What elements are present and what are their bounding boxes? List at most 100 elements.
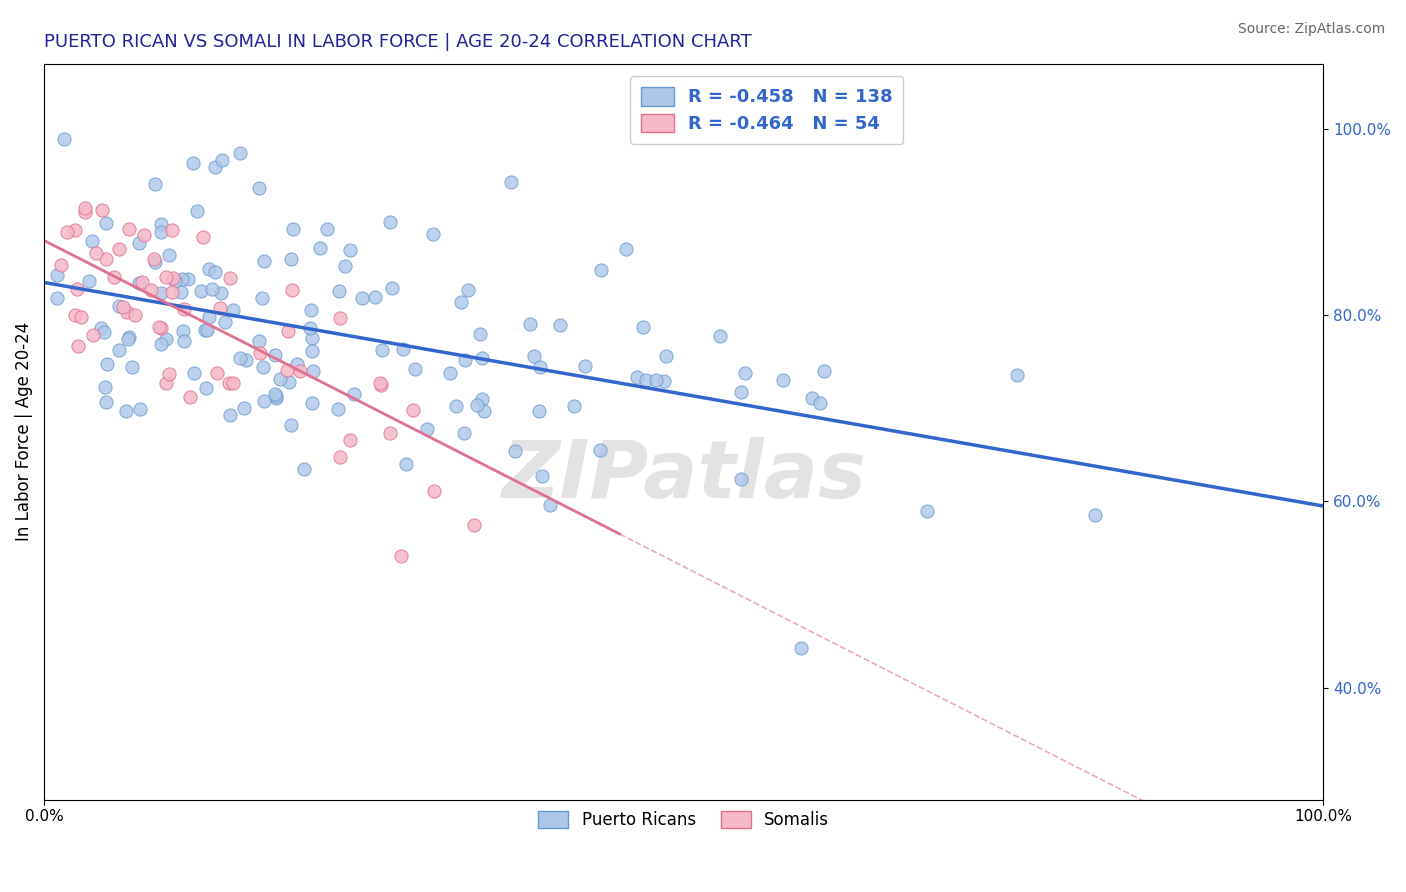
Point — [439, 366, 461, 380]
Point — [145, 255, 167, 269]
Legend: Puerto Ricans, Somalis: Puerto Ricans, Somalis — [531, 804, 835, 835]
Point — [232, 401, 254, 415]
Point — [82, 327, 104, 342]
Point — [329, 450, 352, 465]
Point — [66, 338, 89, 352]
Point — [157, 367, 180, 381]
Point — [499, 175, 522, 189]
Point — [118, 330, 141, 344]
Point — [129, 402, 152, 417]
Text: ZIPatlas: ZIPatlas — [501, 437, 866, 515]
Point — [562, 399, 585, 413]
Point — [219, 271, 242, 285]
Point — [93, 325, 115, 339]
Point — [1084, 508, 1107, 523]
Point — [288, 364, 311, 378]
Point — [457, 283, 479, 297]
Point — [264, 391, 287, 405]
Point — [253, 394, 276, 409]
Point — [77, 274, 100, 288]
Point — [574, 359, 596, 373]
Point — [179, 390, 201, 404]
Point — [363, 290, 385, 304]
Point — [380, 426, 402, 441]
Point — [343, 387, 366, 401]
Point — [381, 281, 404, 295]
Point — [204, 161, 226, 175]
Point — [190, 284, 212, 298]
Point — [84, 246, 107, 260]
Point — [128, 235, 150, 250]
Point — [141, 283, 163, 297]
Point — [96, 357, 118, 371]
Text: PUERTO RICAN VS SOMALI IN LABOR FORCE | AGE 20-24 CORRELATION CHART: PUERTO RICAN VS SOMALI IN LABOR FORCE | … — [44, 33, 752, 51]
Point — [155, 270, 177, 285]
Point — [128, 276, 150, 290]
Point — [253, 254, 276, 268]
Point — [117, 222, 139, 236]
Point — [301, 331, 323, 345]
Point — [73, 201, 96, 215]
Point — [636, 373, 658, 387]
Point — [252, 291, 274, 305]
Point — [219, 409, 242, 423]
Point — [221, 376, 243, 391]
Point — [197, 310, 219, 324]
Point — [790, 641, 813, 656]
Point — [218, 376, 240, 390]
Point — [392, 342, 415, 356]
Point — [170, 285, 193, 299]
Point — [264, 387, 287, 401]
Point — [214, 314, 236, 328]
Point — [471, 392, 494, 406]
Point — [56, 226, 79, 240]
Point — [523, 349, 546, 363]
Point — [280, 417, 302, 432]
Point — [45, 268, 67, 282]
Point — [150, 321, 173, 335]
Point — [269, 372, 291, 386]
Point — [183, 367, 205, 381]
Point — [645, 372, 668, 386]
Point — [370, 378, 392, 392]
Point — [197, 323, 219, 337]
Point — [370, 376, 392, 390]
Point — [222, 303, 245, 318]
Point — [301, 396, 323, 410]
Point — [107, 343, 129, 357]
Point — [117, 333, 139, 347]
Point — [423, 484, 446, 499]
Point — [591, 262, 613, 277]
Point — [626, 370, 648, 384]
Point — [173, 302, 195, 317]
Point — [285, 357, 308, 371]
Text: Source: ZipAtlas.com: Source: ZipAtlas.com — [1237, 22, 1385, 37]
Point — [194, 323, 217, 337]
Point — [730, 385, 752, 400]
Point — [328, 402, 350, 417]
Point — [468, 326, 491, 341]
Point — [503, 443, 526, 458]
Point — [108, 299, 131, 313]
Point — [527, 403, 550, 417]
Point — [162, 270, 184, 285]
Point — [150, 336, 173, 351]
Point — [529, 360, 551, 375]
Point — [163, 274, 186, 288]
Point — [471, 351, 494, 365]
Point — [472, 404, 495, 418]
Point — [52, 132, 75, 146]
Point — [108, 242, 131, 256]
Point — [90, 321, 112, 335]
Point — [235, 353, 257, 368]
Point — [813, 364, 835, 378]
Point — [371, 343, 394, 357]
Point — [160, 285, 183, 300]
Point — [444, 399, 467, 413]
Point — [540, 498, 562, 512]
Point — [631, 320, 654, 334]
Point — [801, 391, 824, 405]
Point — [94, 216, 117, 230]
Point — [143, 252, 166, 267]
Point — [339, 243, 361, 257]
